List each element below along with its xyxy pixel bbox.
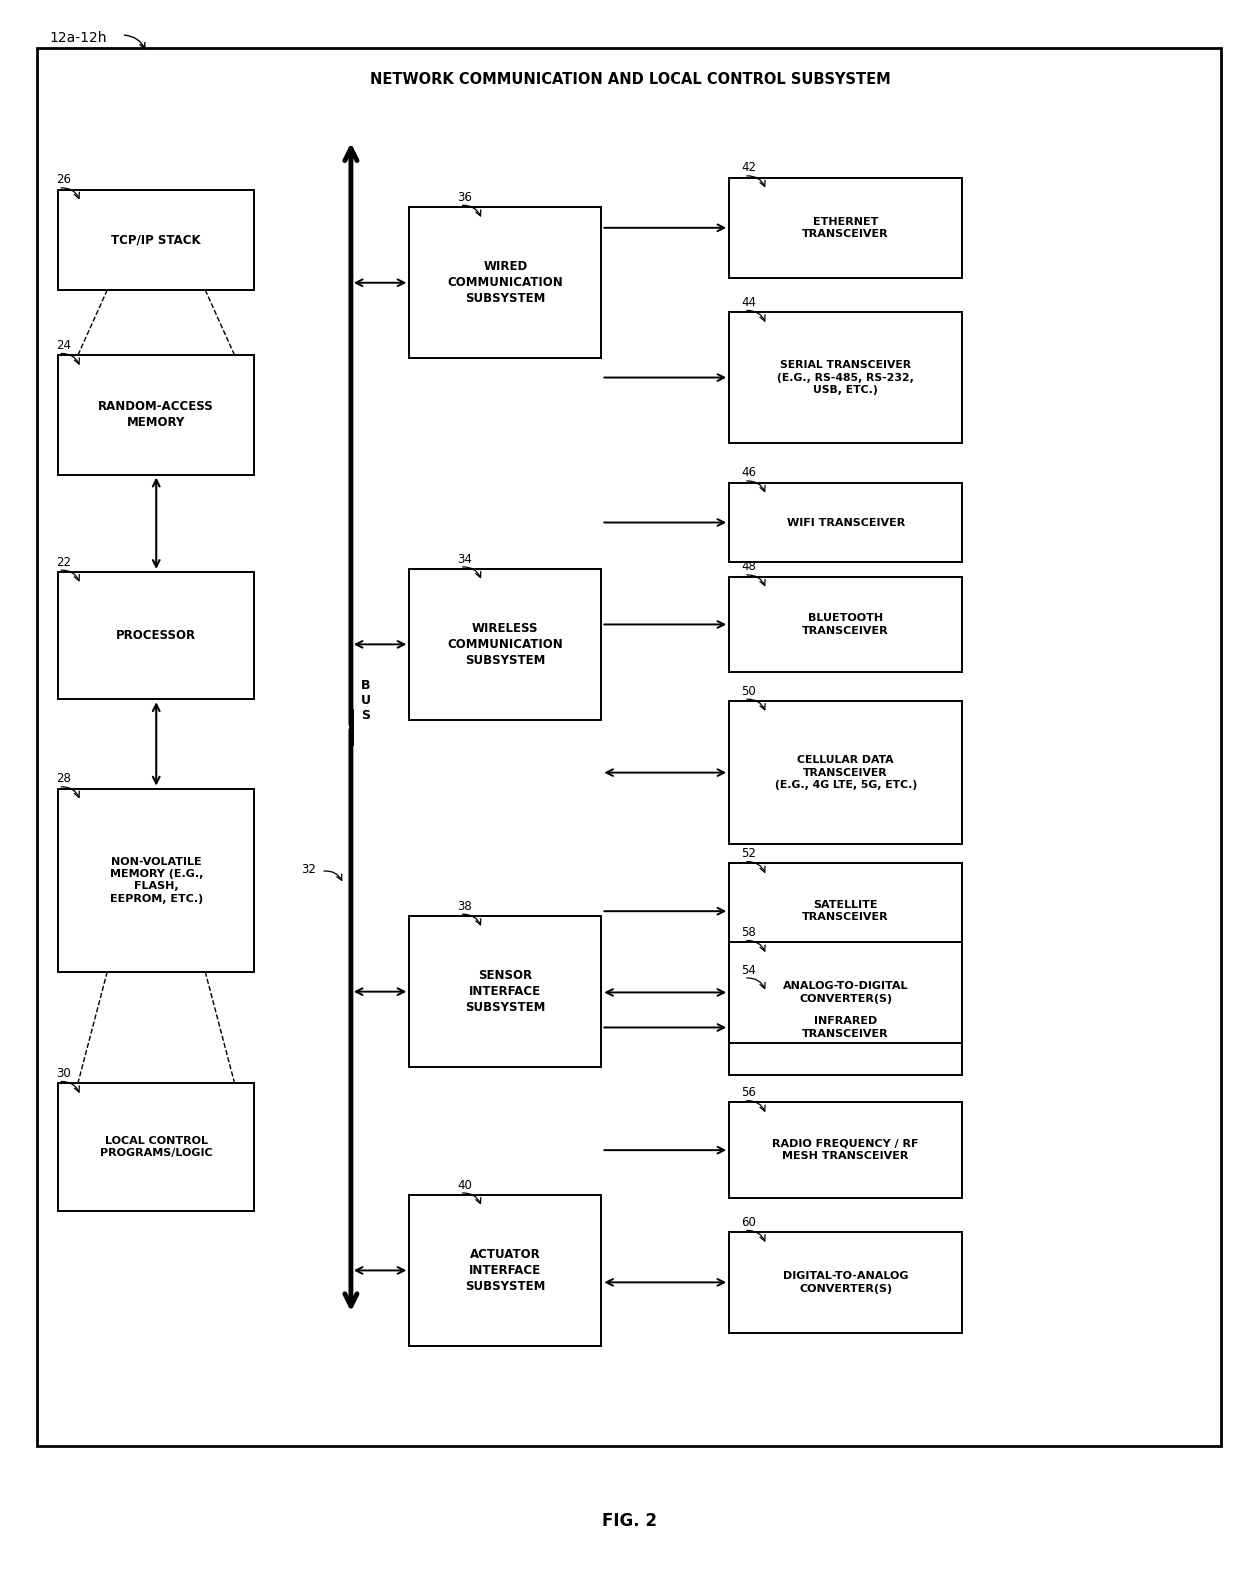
- Text: WIRED
COMMUNICATION
SUBSYSTEM: WIRED COMMUNICATION SUBSYSTEM: [448, 260, 563, 306]
- FancyBboxPatch shape: [729, 1102, 962, 1198]
- Text: RANDOM-ACCESS
MEMORY: RANDOM-ACCESS MEMORY: [98, 400, 215, 430]
- FancyBboxPatch shape: [409, 569, 601, 720]
- Text: 60: 60: [742, 1215, 756, 1230]
- FancyBboxPatch shape: [729, 312, 962, 443]
- FancyBboxPatch shape: [37, 48, 1221, 1446]
- Text: INFRARED
TRANSCEIVER: INFRARED TRANSCEIVER: [802, 1016, 889, 1039]
- Text: 28: 28: [56, 773, 71, 785]
- FancyBboxPatch shape: [729, 980, 962, 1075]
- Text: WIFI TRANSCEIVER: WIFI TRANSCEIVER: [786, 518, 905, 527]
- Text: 48: 48: [742, 561, 756, 573]
- Text: NETWORK COMMUNICATION AND LOCAL CONTROL SUBSYSTEM: NETWORK COMMUNICATION AND LOCAL CONTROL …: [370, 72, 890, 88]
- FancyBboxPatch shape: [58, 1083, 254, 1211]
- Text: B
U
S: B U S: [361, 680, 371, 722]
- Text: 40: 40: [458, 1179, 472, 1192]
- Text: RADIO FREQUENCY / RF
MESH TRANSCEIVER: RADIO FREQUENCY / RF MESH TRANSCEIVER: [773, 1139, 919, 1161]
- FancyBboxPatch shape: [58, 355, 254, 475]
- Text: 58: 58: [742, 926, 756, 938]
- FancyBboxPatch shape: [729, 577, 962, 672]
- Text: 42: 42: [742, 161, 756, 174]
- FancyBboxPatch shape: [729, 177, 962, 277]
- Text: PROCESSOR: PROCESSOR: [117, 629, 196, 642]
- Text: ANALOG-TO-DIGITAL
CONVERTER(S): ANALOG-TO-DIGITAL CONVERTER(S): [782, 981, 909, 1004]
- FancyBboxPatch shape: [729, 483, 962, 562]
- Text: FIG. 2: FIG. 2: [603, 1512, 657, 1531]
- Text: 12a-12h: 12a-12h: [50, 32, 107, 45]
- Text: NON-VOLATILE
MEMORY (E.G.,
FLASH,
EEPROM, ETC.): NON-VOLATILE MEMORY (E.G., FLASH, EEPROM…: [109, 857, 203, 903]
- Text: ACTUATOR
INTERFACE
SUBSYSTEM: ACTUATOR INTERFACE SUBSYSTEM: [465, 1247, 546, 1294]
- Text: 26: 26: [56, 174, 71, 186]
- FancyBboxPatch shape: [58, 789, 254, 972]
- Text: 30: 30: [56, 1067, 71, 1080]
- Text: SERIAL TRANSCEIVER
(E.G., RS-485, RS-232,
USB, ETC.): SERIAL TRANSCEIVER (E.G., RS-485, RS-232…: [777, 360, 914, 395]
- Text: SATELLITE
TRANSCEIVER: SATELLITE TRANSCEIVER: [802, 900, 889, 922]
- FancyBboxPatch shape: [729, 941, 962, 1042]
- Text: 54: 54: [742, 964, 756, 977]
- Text: 22: 22: [56, 556, 71, 569]
- Text: DIGITAL-TO-ANALOG
CONVERTER(S): DIGITAL-TO-ANALOG CONVERTER(S): [782, 1271, 909, 1294]
- Text: 36: 36: [458, 191, 472, 204]
- FancyBboxPatch shape: [729, 863, 962, 959]
- FancyBboxPatch shape: [58, 190, 254, 290]
- Text: 50: 50: [742, 685, 756, 698]
- Text: 24: 24: [56, 339, 71, 352]
- Text: 44: 44: [742, 296, 756, 309]
- FancyBboxPatch shape: [729, 1233, 962, 1332]
- Text: BLUETOOTH
TRANSCEIVER: BLUETOOTH TRANSCEIVER: [802, 613, 889, 636]
- FancyBboxPatch shape: [409, 207, 601, 358]
- Text: LOCAL CONTROL
PROGRAMS/LOGIC: LOCAL CONTROL PROGRAMS/LOGIC: [100, 1136, 212, 1158]
- Text: SENSOR
INTERFACE
SUBSYSTEM: SENSOR INTERFACE SUBSYSTEM: [465, 969, 546, 1015]
- FancyBboxPatch shape: [729, 701, 962, 844]
- Text: 34: 34: [458, 553, 472, 566]
- FancyBboxPatch shape: [58, 572, 254, 699]
- FancyBboxPatch shape: [409, 1195, 601, 1346]
- Text: ETHERNET
TRANSCEIVER: ETHERNET TRANSCEIVER: [802, 217, 889, 239]
- Text: 46: 46: [742, 467, 756, 479]
- Text: 38: 38: [458, 900, 472, 913]
- FancyBboxPatch shape: [409, 916, 601, 1067]
- Text: 56: 56: [742, 1086, 756, 1099]
- Text: 52: 52: [742, 847, 756, 860]
- Text: TCP/IP STACK: TCP/IP STACK: [112, 233, 201, 247]
- Text: WIRELESS
COMMUNICATION
SUBSYSTEM: WIRELESS COMMUNICATION SUBSYSTEM: [448, 621, 563, 667]
- Text: CELLULAR DATA
TRANSCEIVER
(E.G., 4G LTE, 5G, ETC.): CELLULAR DATA TRANSCEIVER (E.G., 4G LTE,…: [775, 755, 916, 790]
- Text: 32: 32: [301, 863, 316, 876]
